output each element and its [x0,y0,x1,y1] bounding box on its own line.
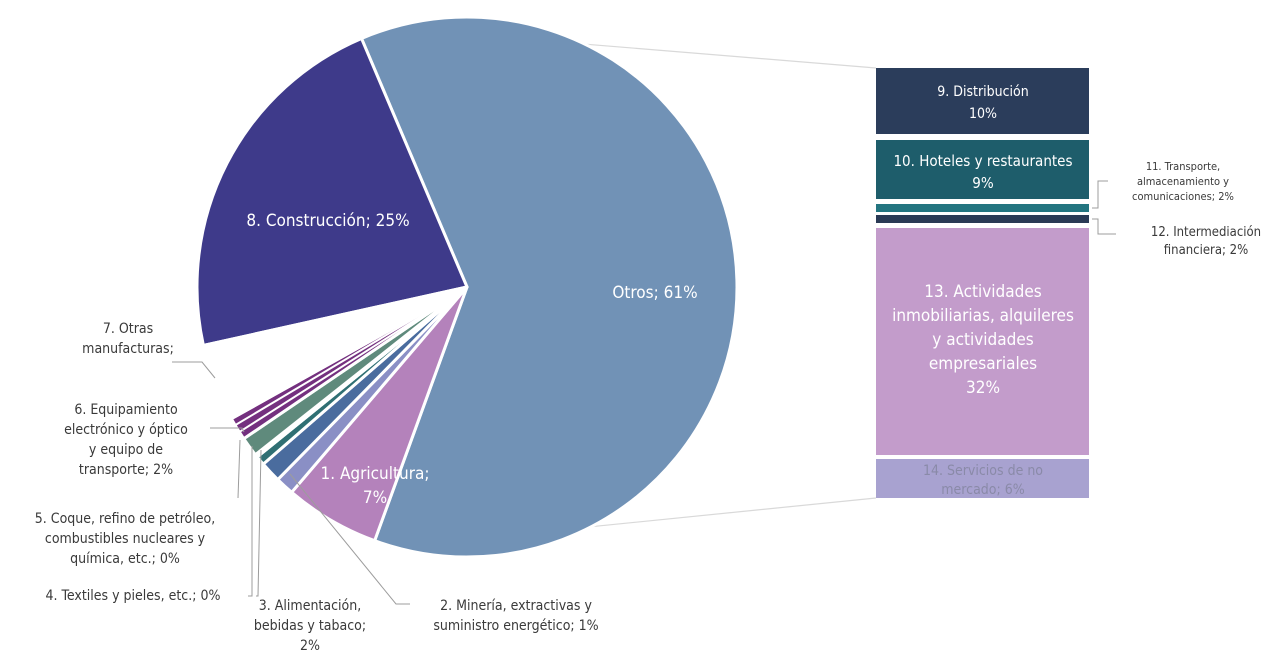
bar-segment-inmobiliarias [876,228,1089,455]
pie-slice-construccion [195,36,469,347]
stacked-bar [876,68,1089,498]
label-servicios: 14. Servicios de no mercado; 6% [923,463,1043,498]
label-construccion: 8. Construcción; 25% [246,211,409,231]
leader-coque [237,439,241,499]
label-coque: 5. Coque, refino de petróleo, combustible… [35,511,215,567]
leader-textiles [248,446,253,597]
pie-separator-0 [238,286,468,433]
bar-segment-transporte [876,204,1089,212]
leader-lines [172,180,1116,605]
leader-otras-manuf [172,361,216,379]
label-inmobiliarias: 13. Actividades inmobiliarias, alquileres… [892,282,1074,398]
label-equipamiento: 6. Equipamiento electrónico y óptico y equ… [64,402,188,478]
pie-separator-1 [234,286,468,427]
leader-equipamiento [210,427,245,433]
label-mineria: 2. Minería, extractivas y suministro ener… [433,598,598,634]
leader-transporte [1092,180,1108,209]
bar-segment-hoteles [876,140,1089,199]
label-intermediacion: 12. Intermediación financiera; 2% [1151,225,1261,258]
bar-segment-servicios [876,459,1089,498]
labels: Otros; 61% 1. Agricultura; 7% 2. Minería, e… [35,84,1261,654]
label-alimentacion: 3. Alimentación, bebidas y tabaco; 2% [254,598,366,654]
leader-alimentacion [256,449,262,597]
label-agricultura: 1. Agricultura; 7% [321,464,430,508]
bar-segment-intermediacion [876,215,1089,223]
pie-gap-wedge [201,285,468,421]
leader-intermediacion [1092,218,1116,235]
pie [195,15,739,559]
leader-mineria [289,473,410,605]
pie-slice-otros [360,15,739,559]
bar-segment-distribucion [876,68,1089,134]
label-transporte: 11. Transporte, almacenamiento y comunicac… [1132,160,1234,203]
label-textiles: 4. Textiles y pieles, etc.; 0% [46,588,221,604]
label-otros: Otros; 61% [612,283,697,303]
label-hoteles: 10. Hoteles y restaurantes 9% [893,152,1072,192]
label-distribucion: 9. Distribución 10% [937,84,1028,122]
label-otras-manuf: 7. Otras manufacturas; [82,321,174,357]
